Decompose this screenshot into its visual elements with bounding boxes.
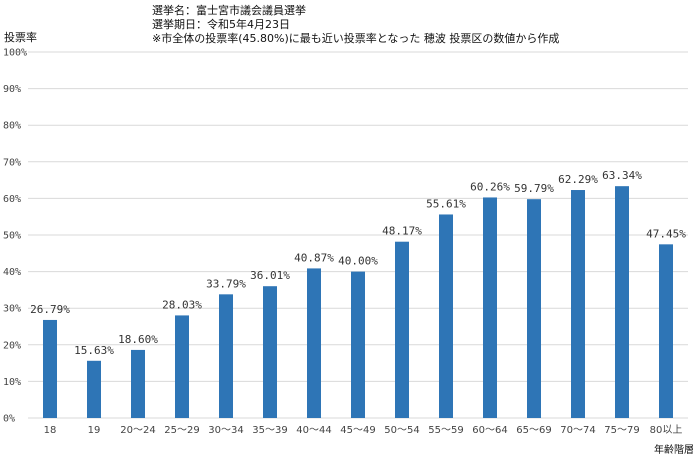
x-tick-label: 70～74 [560,425,595,436]
x-tick-label: 35～39 [252,425,287,436]
y-tick-label: 60% [3,194,21,205]
data-label: 40.87% [294,251,334,264]
bar [483,197,497,418]
bar [175,315,189,418]
x-tick-label: 75～79 [604,425,639,436]
data-label: 62.29% [558,173,598,186]
data-label: 60.26% [470,180,510,193]
y-tick-label: 70% [3,157,21,168]
y-tick-label: 20% [3,340,21,351]
y-tick-label: 10% [3,377,21,388]
bar [307,268,321,418]
y-tick-label: 100% [3,48,27,59]
x-tick-label: 50～54 [384,425,419,436]
bar [527,199,541,418]
x-tick-label: 30～34 [208,425,243,436]
data-label: 63.34% [602,169,642,182]
x-tick-label: 45～49 [340,425,375,436]
x-tick-label: 80以上 [650,424,683,436]
bar [659,244,673,418]
x-tick-label: 18 [44,425,57,436]
y-tick-label: 40% [3,267,21,278]
data-label: 48.17% [382,225,422,238]
bar [87,360,101,418]
bar [131,349,145,418]
y-tick-label: 30% [3,304,21,315]
x-tick-label: 25～29 [164,425,199,436]
data-label: 15.63% [74,344,114,357]
x-tick-label: 20～24 [120,425,155,436]
data-label: 59.79% [514,182,554,195]
data-label: 55.61% [426,197,466,210]
y-axis-title: 投票率 [4,31,37,44]
election-name-note: 選挙名：富士宮市議会議員選挙 [152,4,306,17]
bar [439,214,453,418]
bar [395,241,409,418]
x-tick-label: 65～69 [516,425,551,436]
y-tick-label: 50% [3,231,21,242]
data-label: 47.45% [646,227,686,240]
bar [263,286,277,418]
chart-notes: 選挙名：富士宮市議会議員選挙 選挙期日：令和5年4月23日 ※市全体の投票率(4… [152,4,559,46]
x-tick-label: 60～64 [472,425,507,436]
source-note: ※市全体の投票率(45.80%)に最も近い投票率となった 穂波 投票区の数値から… [152,32,560,45]
data-label: 28.03% [162,298,202,311]
data-label: 26.79% [30,303,70,316]
bar [571,190,585,418]
data-label: 18.60% [118,333,158,346]
bar [615,186,629,418]
y-tick-label: 80% [3,121,21,132]
x-axis-title: 年齢階層 [654,445,694,456]
bar [219,294,233,418]
data-label: 33.79% [206,277,246,290]
data-label: 36.01% [250,269,290,282]
election-date-note: 選挙期日：令和5年4月23日 [152,18,290,31]
y-tick-label: 0% [3,414,15,425]
x-tick-label: 55～59 [428,425,463,436]
data-label: 40.00% [338,255,378,268]
bar [351,271,365,418]
x-tick-label: 40～44 [296,425,331,436]
y-tick-label: 90% [3,84,21,95]
x-tick-label: 19 [88,425,101,436]
bar [43,319,57,418]
